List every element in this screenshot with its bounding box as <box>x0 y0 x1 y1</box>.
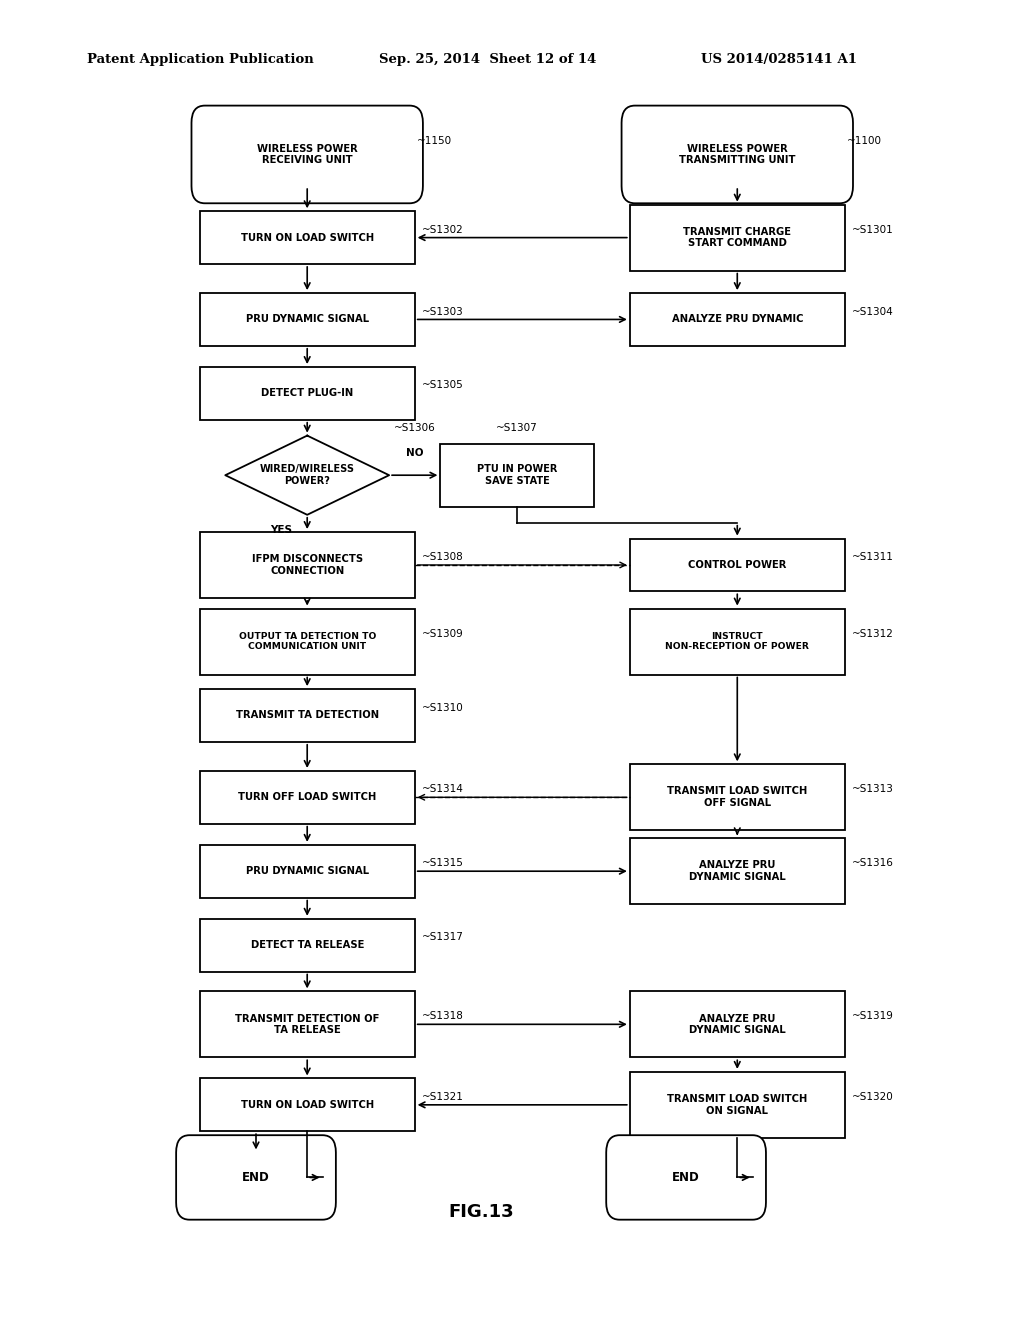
Text: TRANSMIT CHARGE
START COMMAND: TRANSMIT CHARGE START COMMAND <box>683 227 792 248</box>
FancyBboxPatch shape <box>630 991 845 1057</box>
Text: ~S1320: ~S1320 <box>852 1092 894 1102</box>
Text: ANALYZE PRU DYNAMIC: ANALYZE PRU DYNAMIC <box>672 314 803 325</box>
Text: ~S1310: ~S1310 <box>422 702 464 713</box>
Text: IFPM DISCONNECTS
CONNECTION: IFPM DISCONNECTS CONNECTION <box>252 554 362 576</box>
Text: END: END <box>242 1171 270 1184</box>
Text: PRU DYNAMIC SIGNAL: PRU DYNAMIC SIGNAL <box>246 314 369 325</box>
FancyBboxPatch shape <box>176 1135 336 1220</box>
FancyBboxPatch shape <box>200 1078 415 1131</box>
Text: US 2014/0285141 A1: US 2014/0285141 A1 <box>701 53 857 66</box>
Text: ~S1312: ~S1312 <box>852 628 894 639</box>
FancyBboxPatch shape <box>630 838 845 904</box>
Text: DETECT PLUG-IN: DETECT PLUG-IN <box>261 388 353 399</box>
Text: TURN ON LOAD SWITCH: TURN ON LOAD SWITCH <box>241 232 374 243</box>
Text: ~S1304: ~S1304 <box>852 306 894 317</box>
Text: ~S1302: ~S1302 <box>422 224 464 235</box>
Text: CONTROL POWER: CONTROL POWER <box>688 560 786 570</box>
Text: NO: NO <box>406 447 424 458</box>
FancyBboxPatch shape <box>200 845 415 898</box>
Text: ~S1306: ~S1306 <box>394 422 436 433</box>
FancyBboxPatch shape <box>200 293 415 346</box>
Text: TRANSMIT LOAD SWITCH
OFF SIGNAL: TRANSMIT LOAD SWITCH OFF SIGNAL <box>668 787 807 808</box>
FancyBboxPatch shape <box>630 539 845 591</box>
Text: ~S1311: ~S1311 <box>852 552 894 562</box>
FancyBboxPatch shape <box>200 771 415 824</box>
Text: ~S1314: ~S1314 <box>422 784 464 795</box>
Text: TURN ON LOAD SWITCH: TURN ON LOAD SWITCH <box>241 1100 374 1110</box>
FancyBboxPatch shape <box>630 205 845 271</box>
Text: ANALYZE PRU
DYNAMIC SIGNAL: ANALYZE PRU DYNAMIC SIGNAL <box>689 861 785 882</box>
Text: PRU DYNAMIC SIGNAL: PRU DYNAMIC SIGNAL <box>246 866 369 876</box>
Text: ~S1318: ~S1318 <box>422 1011 464 1022</box>
Text: ~S1301: ~S1301 <box>852 224 894 235</box>
Text: Patent Application Publication: Patent Application Publication <box>87 53 313 66</box>
Polygon shape <box>225 436 389 515</box>
FancyBboxPatch shape <box>630 1072 845 1138</box>
FancyBboxPatch shape <box>191 106 423 203</box>
Text: ~S1315: ~S1315 <box>422 858 464 869</box>
Text: ~S1303: ~S1303 <box>422 306 464 317</box>
Text: WIRELESS POWER
TRANSMITTING UNIT: WIRELESS POWER TRANSMITTING UNIT <box>679 144 796 165</box>
Text: ~S1309: ~S1309 <box>422 628 464 639</box>
Text: ~S1307: ~S1307 <box>497 422 538 433</box>
Text: ~S1313: ~S1313 <box>852 784 894 795</box>
Text: YES: YES <box>270 525 293 536</box>
Text: DETECT TA RELEASE: DETECT TA RELEASE <box>251 940 364 950</box>
Text: ~S1305: ~S1305 <box>422 380 464 391</box>
Text: INSTRUCT
NON-RECEPTION OF POWER: INSTRUCT NON-RECEPTION OF POWER <box>666 632 809 651</box>
FancyBboxPatch shape <box>622 106 853 203</box>
Text: WIRED/WIRELESS
POWER?: WIRED/WIRELESS POWER? <box>260 465 354 486</box>
Text: TRANSMIT DETECTION OF
TA RELEASE: TRANSMIT DETECTION OF TA RELEASE <box>236 1014 379 1035</box>
Text: TURN OFF LOAD SWITCH: TURN OFF LOAD SWITCH <box>238 792 377 803</box>
FancyBboxPatch shape <box>440 444 594 507</box>
Text: ~1100: ~1100 <box>847 136 882 147</box>
FancyBboxPatch shape <box>606 1135 766 1220</box>
FancyBboxPatch shape <box>630 609 845 675</box>
Text: TRANSMIT TA DETECTION: TRANSMIT TA DETECTION <box>236 710 379 721</box>
Text: Sep. 25, 2014  Sheet 12 of 14: Sep. 25, 2014 Sheet 12 of 14 <box>379 53 596 66</box>
Text: ~S1321: ~S1321 <box>422 1092 464 1102</box>
FancyBboxPatch shape <box>200 532 415 598</box>
FancyBboxPatch shape <box>200 609 415 675</box>
FancyBboxPatch shape <box>200 367 415 420</box>
Text: ~1150: ~1150 <box>417 136 452 147</box>
Text: ~S1316: ~S1316 <box>852 858 894 869</box>
FancyBboxPatch shape <box>200 919 415 972</box>
Text: FIG.13: FIG.13 <box>449 1203 514 1221</box>
FancyBboxPatch shape <box>200 991 415 1057</box>
FancyBboxPatch shape <box>630 293 845 346</box>
Text: ~S1308: ~S1308 <box>422 552 464 562</box>
Text: ~S1317: ~S1317 <box>422 932 464 942</box>
Text: PTU IN POWER
SAVE STATE: PTU IN POWER SAVE STATE <box>477 465 557 486</box>
FancyBboxPatch shape <box>200 211 415 264</box>
Text: ANALYZE PRU
DYNAMIC SIGNAL: ANALYZE PRU DYNAMIC SIGNAL <box>689 1014 785 1035</box>
Text: WIRELESS POWER
RECEIVING UNIT: WIRELESS POWER RECEIVING UNIT <box>257 144 357 165</box>
Text: END: END <box>672 1171 700 1184</box>
FancyBboxPatch shape <box>200 689 415 742</box>
Text: TRANSMIT LOAD SWITCH
ON SIGNAL: TRANSMIT LOAD SWITCH ON SIGNAL <box>668 1094 807 1115</box>
Text: ~S1319: ~S1319 <box>852 1011 894 1022</box>
FancyBboxPatch shape <box>630 764 845 830</box>
Text: OUTPUT TA DETECTION TO
COMMUNICATION UNIT: OUTPUT TA DETECTION TO COMMUNICATION UNI… <box>239 632 376 651</box>
